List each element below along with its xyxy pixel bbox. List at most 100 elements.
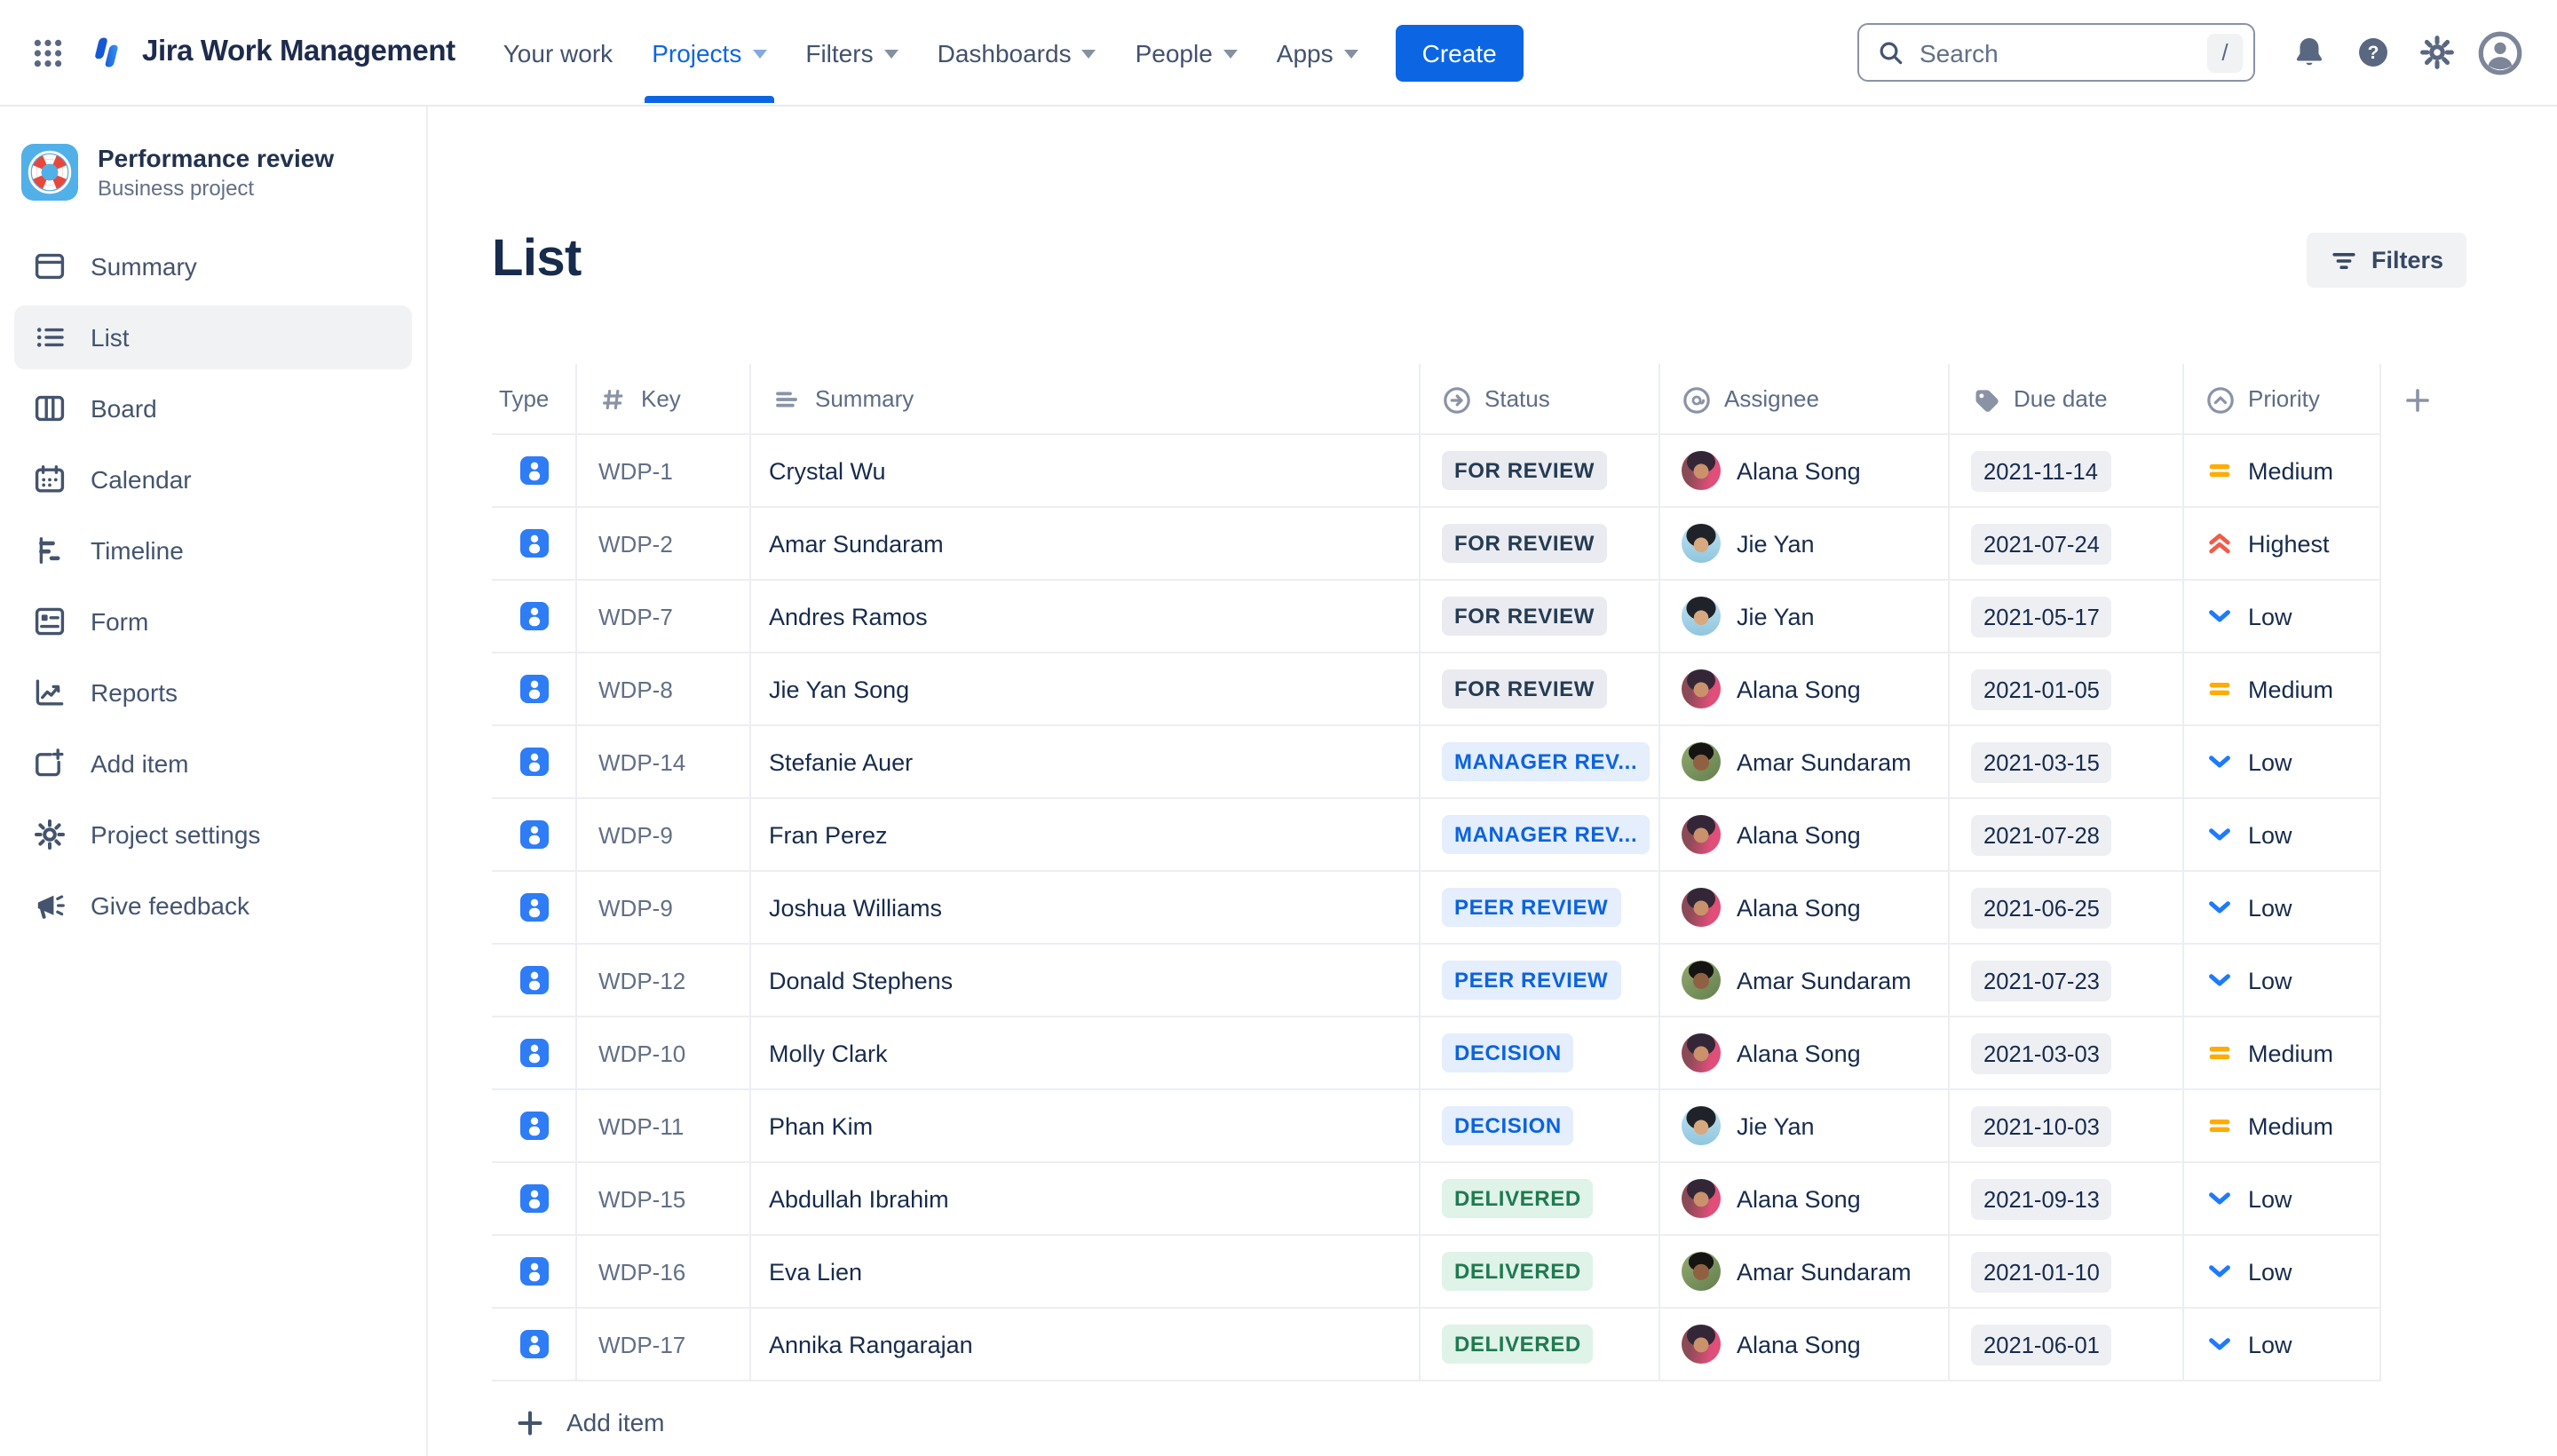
status-cell[interactable]: FOR REVIEW xyxy=(1421,581,1660,653)
summary-cell[interactable]: Crystal Wu xyxy=(751,435,1421,508)
key-cell[interactable]: WDP-14 xyxy=(577,726,751,799)
priority-cell[interactable]: Medium xyxy=(2184,1017,2381,1090)
search-input[interactable] xyxy=(1920,38,2193,67)
assignee-cell[interactable]: Alana Song xyxy=(1660,1309,1950,1381)
due-date-cell[interactable]: 2021-03-03 xyxy=(1950,1017,2184,1090)
sidebar-item-calendar[interactable]: Calendar xyxy=(14,447,412,511)
priority-cell[interactable]: Low xyxy=(2184,726,2381,799)
key-cell[interactable]: WDP-9 xyxy=(577,799,751,872)
column-header-status[interactable]: Status xyxy=(1421,364,1660,435)
assignee-cell[interactable]: Alana Song xyxy=(1660,435,1950,508)
sidebar-item-list[interactable]: List xyxy=(14,305,412,369)
notifications-button[interactable] xyxy=(2276,20,2340,84)
type-cell[interactable] xyxy=(492,1017,577,1090)
priority-cell[interactable]: Medium xyxy=(2184,1090,2381,1163)
type-cell[interactable] xyxy=(492,945,577,1017)
type-cell[interactable] xyxy=(492,872,577,945)
status-badge[interactable]: DECISION xyxy=(1442,1106,1574,1145)
type-cell[interactable] xyxy=(492,799,577,872)
summary-cell[interactable]: Fran Perez xyxy=(751,799,1421,872)
type-cell[interactable] xyxy=(492,1309,577,1381)
column-header-assignee[interactable]: Assignee xyxy=(1660,364,1950,435)
assignee-cell[interactable]: Alana Song xyxy=(1660,1017,1950,1090)
key-cell[interactable]: WDP-7 xyxy=(577,581,751,653)
status-badge[interactable]: PEER REVIEW xyxy=(1442,888,1621,927)
assignee-cell[interactable]: Alana Song xyxy=(1660,799,1950,872)
summary-cell[interactable]: Molly Clark xyxy=(751,1017,1421,1090)
priority-cell[interactable]: Low xyxy=(2184,1309,2381,1381)
assignee-cell[interactable]: Amar Sundaram xyxy=(1660,1236,1950,1309)
priority-cell[interactable]: Medium xyxy=(2184,653,2381,726)
column-header-priority[interactable]: Priority xyxy=(2184,364,2381,435)
type-cell[interactable] xyxy=(492,1163,577,1236)
key-cell[interactable]: WDP-1 xyxy=(577,435,751,508)
status-cell[interactable]: DECISION xyxy=(1421,1017,1660,1090)
due-date-cell[interactable]: 2021-07-23 xyxy=(1950,945,2184,1017)
priority-cell[interactable]: Low xyxy=(2184,581,2381,653)
status-cell[interactable]: MANAGER REV... xyxy=(1421,799,1660,872)
status-badge[interactable]: FOR REVIEW xyxy=(1442,597,1608,636)
type-cell[interactable] xyxy=(492,1236,577,1309)
nav-item-people[interactable]: People xyxy=(1116,0,1257,105)
due-date-cell[interactable]: 2021-06-25 xyxy=(1950,872,2184,945)
priority-cell[interactable]: Low xyxy=(2184,945,2381,1017)
assignee-cell[interactable]: Jie Yan xyxy=(1660,1090,1950,1163)
key-cell[interactable]: WDP-17 xyxy=(577,1309,751,1381)
summary-cell[interactable]: Joshua Williams xyxy=(751,872,1421,945)
assignee-cell[interactable]: Amar Sundaram xyxy=(1660,726,1950,799)
status-badge[interactable]: FOR REVIEW xyxy=(1442,524,1608,563)
status-cell[interactable]: PEER REVIEW xyxy=(1421,872,1660,945)
type-cell[interactable] xyxy=(492,435,577,508)
key-cell[interactable]: WDP-9 xyxy=(577,872,751,945)
assignee-cell[interactable]: Alana Song xyxy=(1660,653,1950,726)
due-date-cell[interactable]: 2021-11-14 xyxy=(1950,435,2184,508)
sidebar-item-add-item[interactable]: Add item xyxy=(14,732,412,795)
sidebar-item-reports[interactable]: Reports xyxy=(14,661,412,724)
summary-cell[interactable]: Donald Stephens xyxy=(751,945,1421,1017)
type-cell[interactable] xyxy=(492,1090,577,1163)
status-cell[interactable]: MANAGER REV... xyxy=(1421,726,1660,799)
summary-cell[interactable]: Jie Yan Song xyxy=(751,653,1421,726)
due-date-cell[interactable]: 2021-07-24 xyxy=(1950,508,2184,581)
priority-cell[interactable]: Low xyxy=(2184,799,2381,872)
status-cell[interactable]: FOR REVIEW xyxy=(1421,653,1660,726)
key-cell[interactable]: WDP-11 xyxy=(577,1090,751,1163)
status-cell[interactable]: FOR REVIEW xyxy=(1421,435,1660,508)
status-badge[interactable]: DELIVERED xyxy=(1442,1325,1594,1364)
column-header-due-date[interactable]: Due date xyxy=(1950,364,2184,435)
due-date-cell[interactable]: 2021-09-13 xyxy=(1950,1163,2184,1236)
priority-cell[interactable]: Low xyxy=(2184,872,2381,945)
create-button[interactable]: Create xyxy=(1395,24,1524,81)
nav-item-filters[interactable]: Filters xyxy=(786,0,917,105)
sidebar-item-give-feedback[interactable]: Give feedback xyxy=(14,874,412,938)
due-date-cell[interactable]: 2021-10-03 xyxy=(1950,1090,2184,1163)
jira-logo[interactable]: Jira Work Management xyxy=(89,32,455,73)
nav-item-your-work[interactable]: Your work xyxy=(484,0,633,105)
add-item-button[interactable]: Add item xyxy=(492,1381,665,1456)
due-date-cell[interactable]: 2021-01-10 xyxy=(1950,1236,2184,1309)
key-cell[interactable]: WDP-2 xyxy=(577,508,751,581)
nav-item-projects[interactable]: Projects xyxy=(632,0,786,105)
summary-cell[interactable]: Stefanie Auer xyxy=(751,726,1421,799)
assignee-cell[interactable]: Jie Yan xyxy=(1660,508,1950,581)
key-cell[interactable]: WDP-15 xyxy=(577,1163,751,1236)
priority-cell[interactable]: Highest xyxy=(2184,508,2381,581)
due-date-cell[interactable]: 2021-01-05 xyxy=(1950,653,2184,726)
summary-cell[interactable]: Phan Kim xyxy=(751,1090,1421,1163)
key-cell[interactable]: WDP-12 xyxy=(577,945,751,1017)
status-badge[interactable]: PEER REVIEW xyxy=(1442,961,1621,1000)
priority-cell[interactable]: Medium xyxy=(2184,435,2381,508)
status-badge[interactable]: DECISION xyxy=(1442,1033,1574,1072)
summary-cell[interactable]: Eva Lien xyxy=(751,1236,1421,1309)
due-date-cell[interactable]: 2021-03-15 xyxy=(1950,726,2184,799)
project-header[interactable]: Performance review Business project xyxy=(0,144,426,201)
sidebar-item-form[interactable]: Form xyxy=(14,590,412,653)
summary-cell[interactable]: Annika Rangarajan xyxy=(751,1309,1421,1381)
status-badge[interactable]: FOR REVIEW xyxy=(1442,451,1608,490)
nav-item-dashboards[interactable]: Dashboards xyxy=(918,0,1116,105)
key-cell[interactable]: WDP-10 xyxy=(577,1017,751,1090)
summary-cell[interactable]: Andres Ramos xyxy=(751,581,1421,653)
priority-cell[interactable]: Low xyxy=(2184,1236,2381,1309)
type-cell[interactable] xyxy=(492,508,577,581)
search-box[interactable]: / xyxy=(1857,23,2255,82)
